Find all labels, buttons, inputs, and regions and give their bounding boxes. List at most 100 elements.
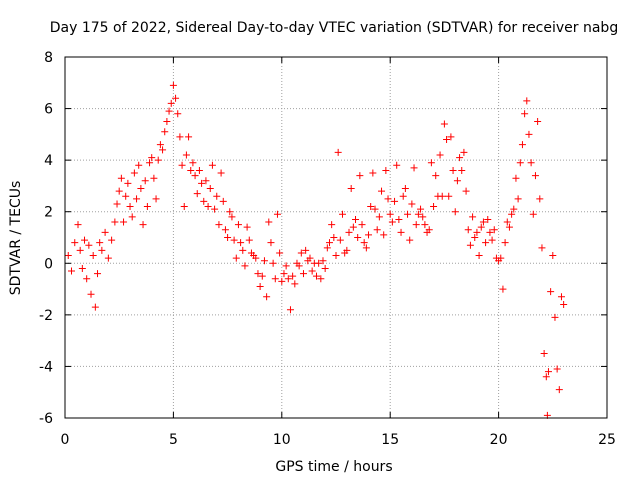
data-point xyxy=(208,161,216,169)
data-point xyxy=(237,239,245,247)
data-point xyxy=(232,254,240,262)
data-point xyxy=(187,166,195,174)
data-point xyxy=(117,174,125,182)
data-point xyxy=(445,192,453,200)
data-point xyxy=(525,130,533,138)
data-point xyxy=(91,303,99,311)
data-point xyxy=(182,151,190,159)
data-point xyxy=(362,244,370,252)
data-point xyxy=(150,174,158,182)
data-point xyxy=(553,365,561,373)
data-point xyxy=(104,254,112,262)
data-point xyxy=(135,161,143,169)
data-point xyxy=(521,110,529,118)
data-point xyxy=(245,236,253,244)
data-point xyxy=(260,257,268,265)
data-point xyxy=(321,264,329,272)
data-point xyxy=(393,161,401,169)
data-point xyxy=(139,221,147,229)
data-point xyxy=(443,136,451,144)
x-tick-labels: 0 5 10 15 20 25 xyxy=(61,432,616,448)
data-point xyxy=(529,210,537,218)
data-point xyxy=(540,350,548,358)
data-point xyxy=(440,120,448,128)
data-point xyxy=(332,252,340,260)
data-point xyxy=(544,368,552,376)
data-point xyxy=(161,128,169,136)
data-point xyxy=(278,277,286,285)
data-point xyxy=(505,223,513,231)
data-point xyxy=(308,267,316,275)
data-point xyxy=(154,156,162,164)
data-point xyxy=(178,161,186,169)
data-point xyxy=(271,275,279,283)
data-point xyxy=(74,221,82,229)
y-tick-label: 2 xyxy=(44,205,53,221)
x-tick-label: 5 xyxy=(169,432,178,448)
data-point xyxy=(267,239,275,247)
data-point xyxy=(306,254,314,262)
data-point xyxy=(263,293,271,301)
data-point xyxy=(120,218,128,226)
data-point xyxy=(68,267,76,275)
data-point xyxy=(319,257,327,265)
data-point xyxy=(256,282,264,290)
data-point xyxy=(156,141,164,149)
data-point xyxy=(477,223,485,231)
data-point xyxy=(436,151,444,159)
data-point xyxy=(252,254,260,262)
data-point xyxy=(523,97,531,105)
data-point xyxy=(148,154,156,162)
data-point xyxy=(159,146,167,154)
data-point xyxy=(471,234,479,241)
data-point xyxy=(488,236,496,244)
data-point xyxy=(98,246,106,254)
data-point xyxy=(375,213,383,221)
data-point xyxy=(560,301,568,309)
data-point xyxy=(438,192,446,200)
data-point xyxy=(391,197,399,205)
data-point xyxy=(276,249,284,257)
data-point xyxy=(87,290,95,298)
data-point xyxy=(89,252,97,260)
data-series-sdtvar xyxy=(64,81,568,419)
data-point xyxy=(397,228,405,236)
data-point xyxy=(360,239,368,247)
data-point xyxy=(425,226,433,234)
data-point xyxy=(345,228,353,236)
data-point xyxy=(206,185,214,193)
data-point xyxy=(71,239,79,247)
y-tick-label: 8 xyxy=(44,50,53,66)
data-point xyxy=(373,226,381,234)
data-point xyxy=(449,166,457,174)
data-point xyxy=(169,81,177,89)
data-point xyxy=(432,172,440,180)
x-axis-label: GPS time / hours xyxy=(275,459,392,475)
x-tick-label: 20 xyxy=(490,432,508,448)
data-point xyxy=(347,185,355,193)
data-point xyxy=(243,223,251,231)
data-point xyxy=(510,205,518,213)
data-point xyxy=(451,208,459,216)
data-point xyxy=(414,210,422,218)
data-point xyxy=(130,169,138,177)
data-point xyxy=(404,210,412,218)
data-point xyxy=(289,272,297,280)
data-point xyxy=(453,177,461,185)
data-point xyxy=(499,285,507,293)
data-point xyxy=(113,200,121,208)
data-point xyxy=(230,236,238,244)
data-point xyxy=(384,195,392,203)
data-point xyxy=(358,221,366,229)
data-point xyxy=(211,205,219,213)
data-point xyxy=(473,228,481,236)
data-point xyxy=(101,228,109,236)
data-point xyxy=(254,270,262,278)
data-point xyxy=(339,210,347,218)
data-point xyxy=(241,262,249,270)
data-point xyxy=(462,187,470,195)
data-point xyxy=(497,254,505,262)
data-point xyxy=(152,195,160,203)
data-point xyxy=(555,386,563,394)
data-point xyxy=(464,226,472,234)
